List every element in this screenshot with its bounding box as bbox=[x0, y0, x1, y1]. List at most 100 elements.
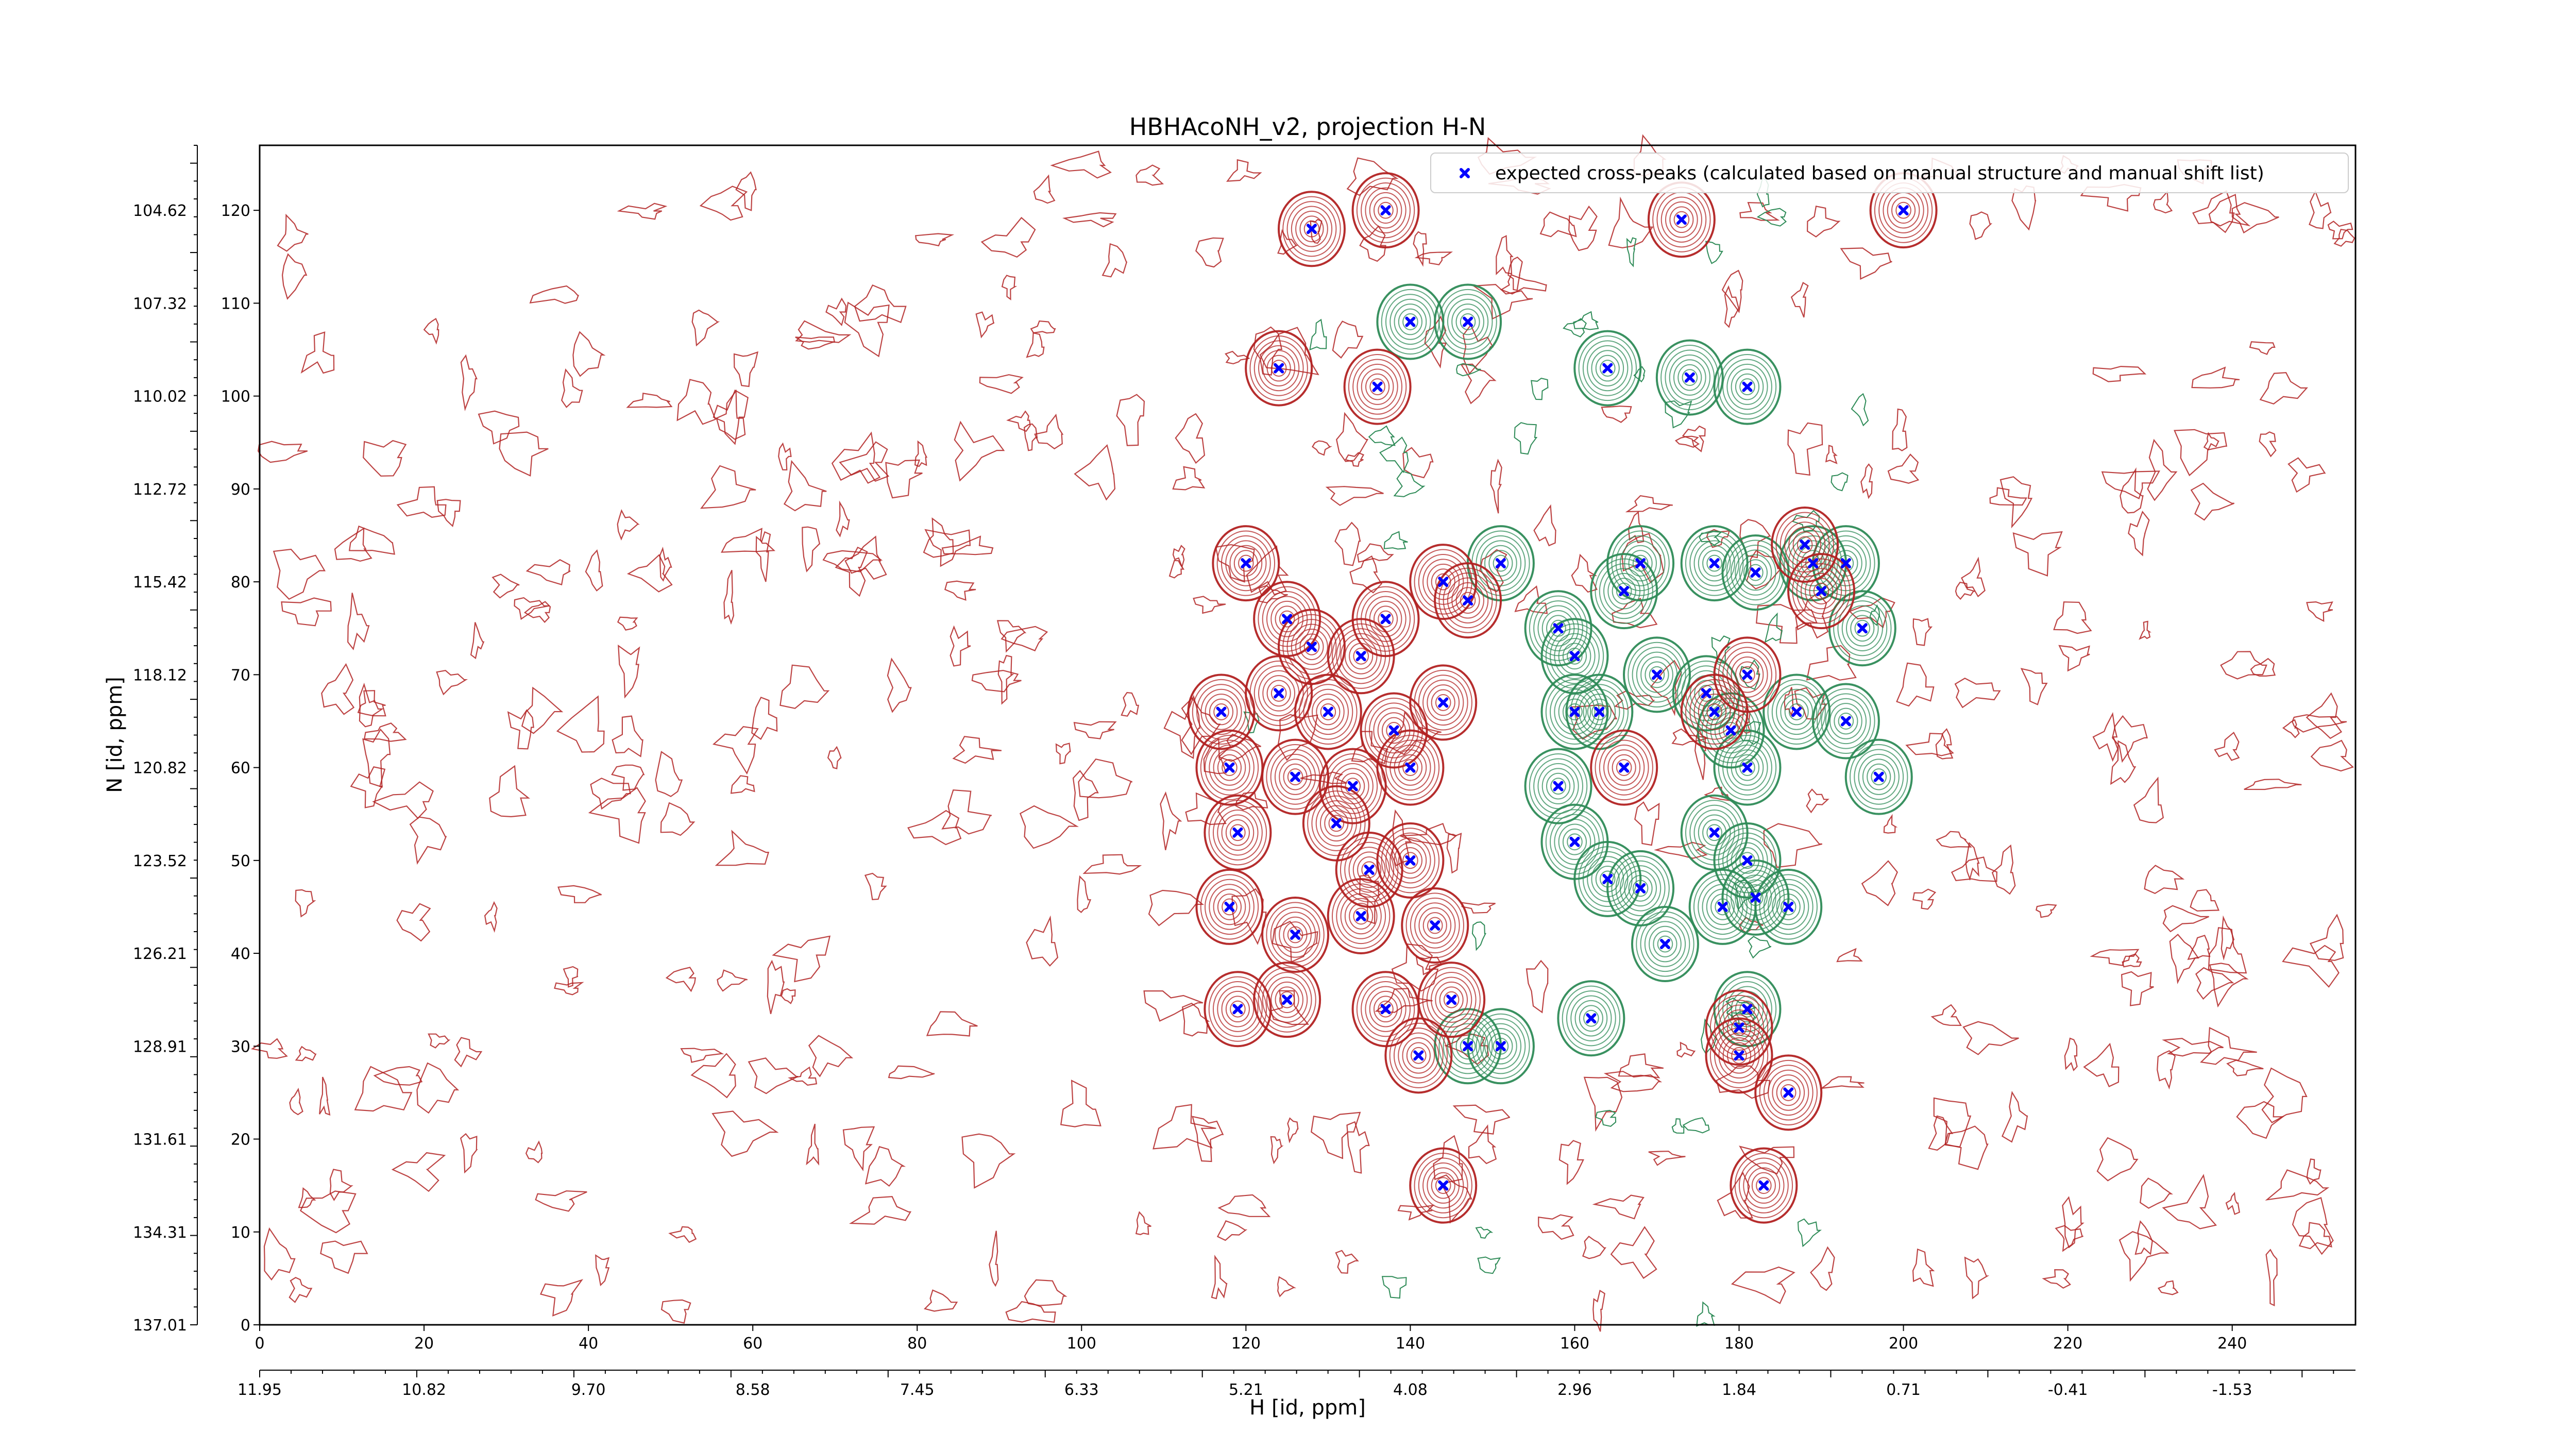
negative-peak-contour bbox=[1529, 595, 1588, 661]
noise-contour bbox=[926, 1011, 978, 1037]
negative-peak-contour bbox=[1780, 898, 1797, 916]
noise-contour bbox=[1160, 791, 1182, 850]
expected-cross-peak bbox=[1355, 911, 1366, 921]
expected-cross-peak bbox=[1725, 725, 1736, 736]
noise-contour bbox=[1468, 1124, 1497, 1165]
noise-contour bbox=[1082, 854, 1142, 875]
expected-cross-peak bbox=[1816, 586, 1827, 597]
expected-cross-peak bbox=[1282, 995, 1293, 1005]
expected-cross-peak bbox=[1355, 651, 1366, 662]
positive-peak-contour bbox=[1328, 815, 1345, 832]
positive-peak-contour bbox=[1360, 692, 1428, 769]
noise-contour bbox=[1784, 687, 1794, 717]
positive-peak-contour bbox=[1291, 206, 1333, 252]
noise-contour bbox=[1962, 1021, 2019, 1055]
noise-contour bbox=[2231, 202, 2279, 234]
expected-cross-peak bbox=[1758, 1180, 1769, 1191]
expected-cross-peak bbox=[1783, 1087, 1794, 1098]
expected-cross-peak bbox=[1717, 901, 1728, 912]
positive-peak-contour bbox=[1730, 1147, 1798, 1224]
negative-peak-contour bbox=[1697, 692, 1765, 769]
noise-contour bbox=[989, 1231, 999, 1287]
positive-peak-contour bbox=[1775, 512, 1834, 578]
noise-contour bbox=[363, 722, 407, 742]
positive-peak-contour bbox=[1427, 917, 1443, 934]
expected-cross-peak bbox=[1463, 1041, 1473, 1052]
x-index-tick-label: 240 bbox=[2217, 1335, 2247, 1353]
noise-contour bbox=[1825, 445, 1838, 464]
positive-peak-contour bbox=[1274, 912, 1316, 958]
noise-contour bbox=[1608, 196, 1654, 249]
noise-contour bbox=[2064, 1037, 2078, 1072]
noise-contour-neg bbox=[1737, 721, 1761, 745]
negative-peak-contour bbox=[1644, 921, 1686, 967]
positive-peak-contour bbox=[1208, 800, 1267, 866]
noise-contour bbox=[489, 765, 530, 818]
negative-peak-contour bbox=[1484, 545, 1517, 582]
negative-peak-contour bbox=[1645, 661, 1669, 688]
noise-contour bbox=[1682, 425, 1706, 452]
negative-peak-contour bbox=[1735, 754, 1760, 781]
negative-peak-contour bbox=[1767, 679, 1826, 745]
positive-peak-contour bbox=[1800, 568, 1842, 614]
noise-contour bbox=[1193, 596, 1226, 614]
expected-cross-peak bbox=[1438, 577, 1449, 587]
noise-contour bbox=[2062, 1196, 2084, 1249]
noise-contour bbox=[961, 1133, 1016, 1189]
expected-cross-peak bbox=[1290, 930, 1301, 940]
expected-cross-peak bbox=[1413, 1050, 1424, 1061]
noise-contour bbox=[2121, 971, 2154, 1006]
negative-peak-contour bbox=[1821, 693, 1871, 749]
noise-contour bbox=[767, 959, 785, 1014]
positive-peak-contour bbox=[1385, 739, 1435, 796]
positive-peak-contour bbox=[1797, 536, 1813, 553]
negative-peak-contour bbox=[1434, 283, 1502, 360]
noise-contour bbox=[2214, 731, 2240, 761]
negative-peak-contour bbox=[1606, 850, 1675, 926]
negative-peak-contour bbox=[1579, 1005, 1603, 1032]
noise-contour bbox=[2120, 467, 2144, 514]
positive-peak-contour bbox=[1402, 1037, 1435, 1074]
negative-peak-contour bbox=[1858, 753, 1900, 800]
negative-peak-contour bbox=[1713, 822, 1782, 899]
expected-cross-peak bbox=[1290, 771, 1301, 782]
y-ppm-axis: 137.01 134.31 131.61 128.91 126.21 123.52 120.… bbox=[133, 145, 198, 1335]
noise-contour bbox=[1905, 733, 1954, 756]
positive-peak-contour bbox=[1291, 624, 1333, 670]
negative-peak-contour bbox=[1565, 673, 1634, 750]
negative-peak-contour bbox=[1607, 572, 1641, 610]
negative-peak-contour bbox=[1546, 772, 1571, 800]
negative-peak-contour bbox=[1550, 778, 1566, 795]
noise-contour bbox=[514, 597, 550, 620]
noise-contour bbox=[525, 1140, 543, 1164]
noise-contour bbox=[717, 969, 748, 992]
negative-peak-contour bbox=[1562, 643, 1587, 670]
negative-peak-contour bbox=[1587, 345, 1629, 392]
positive-peak-contour bbox=[1266, 744, 1325, 810]
noise-contour bbox=[1077, 875, 1092, 914]
positive-peak-contour bbox=[1279, 759, 1312, 795]
y-ppm-tick-label: 104.62 bbox=[133, 202, 187, 220]
negative-peak-contour bbox=[1567, 647, 1583, 665]
expected-cross-peak bbox=[1569, 651, 1580, 662]
noise-contour bbox=[1592, 1289, 1605, 1332]
negative-peak-contour bbox=[1443, 294, 1493, 350]
negative-peak-contour bbox=[1476, 1018, 1526, 1074]
negative-peak-contour bbox=[1603, 568, 1645, 614]
positive-peak-contour bbox=[1270, 684, 1287, 702]
negative-peak-contour bbox=[1540, 673, 1609, 750]
positive-peak-contour bbox=[1385, 832, 1435, 888]
positive-peak-contour bbox=[1283, 921, 1308, 948]
positive-peak-contour bbox=[1698, 694, 1731, 730]
negative-peak-contour bbox=[1731, 368, 1764, 405]
noise-contour bbox=[626, 554, 673, 593]
noise-contour bbox=[470, 622, 485, 660]
noise-contour bbox=[1030, 320, 1056, 334]
positive-peak-contour bbox=[1299, 215, 1324, 243]
negative-peak-contour bbox=[1443, 1018, 1493, 1074]
noise-contour bbox=[1325, 486, 1384, 506]
noise-contour bbox=[730, 775, 755, 794]
noise-contour-neg bbox=[1739, 659, 1760, 690]
negative-peak-contour bbox=[1533, 758, 1583, 814]
positive-peak-contour bbox=[1307, 688, 1349, 735]
